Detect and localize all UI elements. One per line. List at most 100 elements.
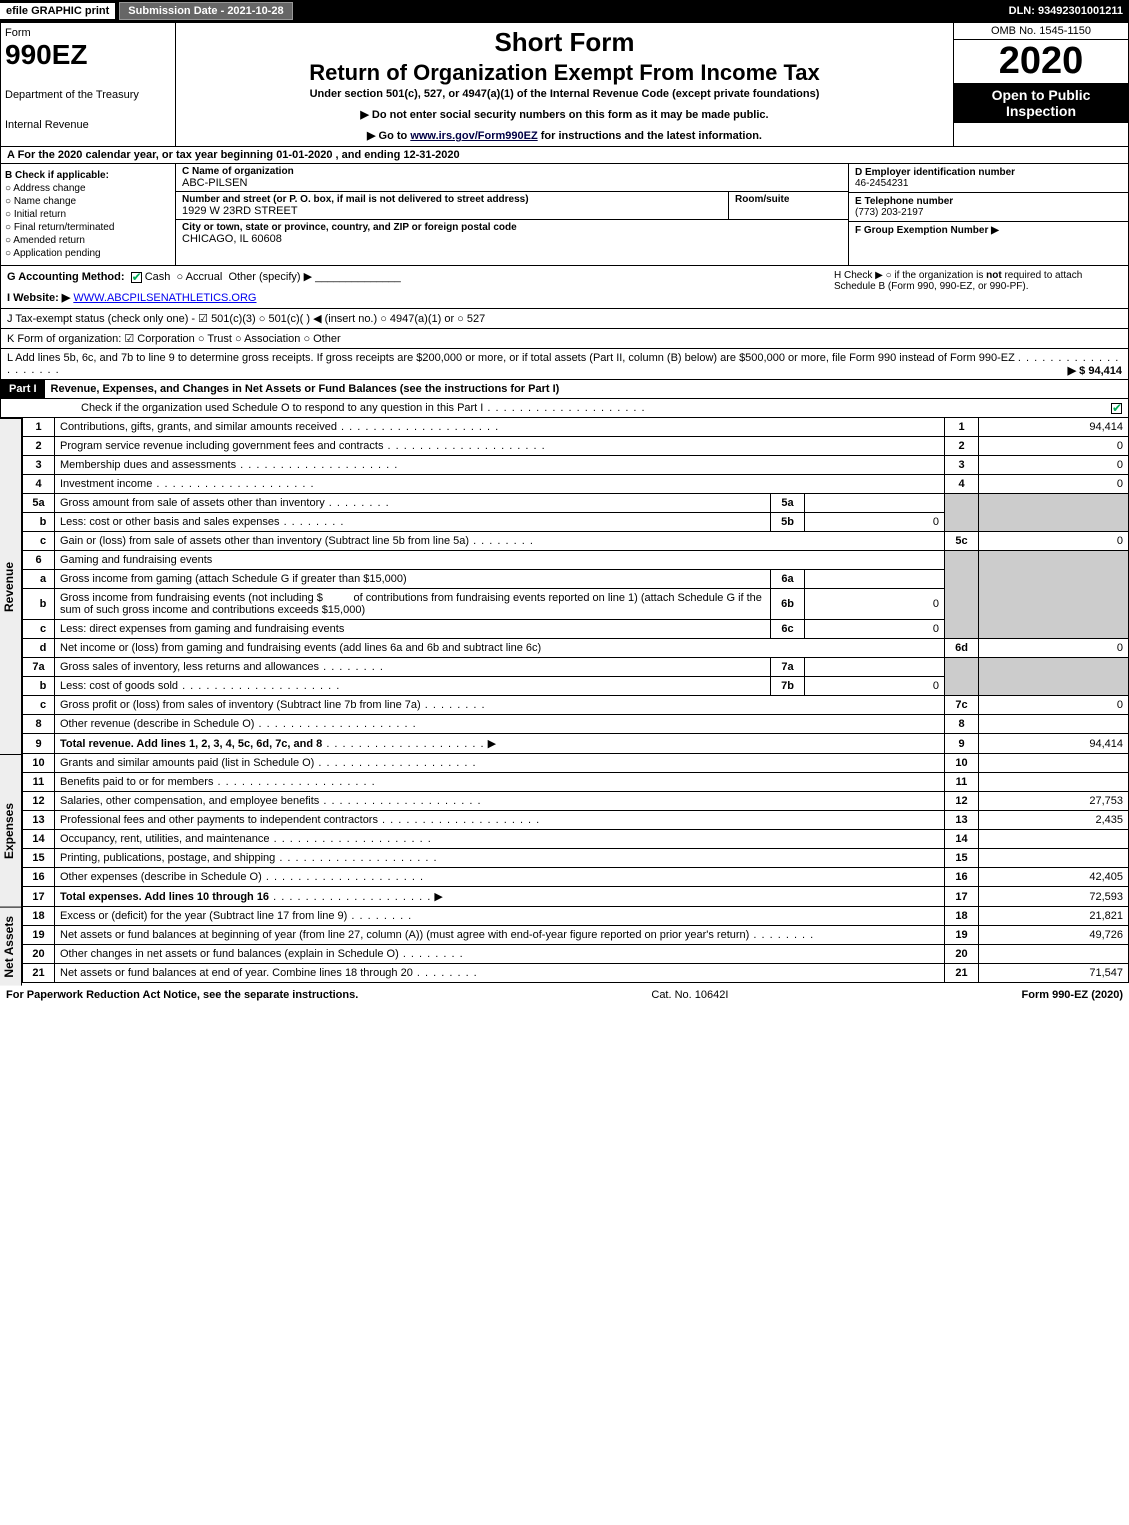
footer-right: Form 990-EZ (2020) xyxy=(1022,989,1123,1001)
i-label: I Website: ▶ xyxy=(7,292,70,304)
ld: Benefits paid to or for members xyxy=(60,776,213,788)
ll: 6d xyxy=(945,639,979,658)
form-number: 990EZ xyxy=(5,39,171,71)
ln: b xyxy=(23,589,55,620)
lv: 27,753 xyxy=(979,792,1129,811)
line-a: A For the 2020 calendar year, or tax yea… xyxy=(0,147,1129,164)
expenses-table: 10Grants and similar amounts paid (list … xyxy=(22,754,1129,907)
ll: 21 xyxy=(945,964,979,983)
ld: Less: cost of goods sold xyxy=(60,680,178,692)
g-other: Other (specify) ▶ xyxy=(228,271,312,283)
lv: 0 xyxy=(979,475,1129,494)
ln: 1 xyxy=(23,418,55,437)
sidebar-expenses: Expenses xyxy=(0,754,22,907)
ld: Net assets or fund balances at end of ye… xyxy=(60,967,413,979)
efile-label[interactable]: efile GRAPHIC print xyxy=(0,3,115,19)
ln: 12 xyxy=(23,792,55,811)
lv: 0 xyxy=(979,696,1129,715)
ld: Salaries, other compensation, and employ… xyxy=(60,795,319,807)
part1-sub: Check if the organization used Schedule … xyxy=(0,399,1129,418)
c-street-row: Number and street (or P. O. box, if mail… xyxy=(176,192,848,220)
lv: 49,726 xyxy=(979,926,1129,945)
iv xyxy=(805,494,945,513)
ln: 16 xyxy=(23,868,55,887)
ll: 14 xyxy=(945,830,979,849)
open-inspection: Open to Public Inspection xyxy=(954,83,1128,123)
ln: 20 xyxy=(23,945,55,964)
ld: Occupancy, rent, utilities, and maintena… xyxy=(60,833,270,845)
lv: 2,435 xyxy=(979,811,1129,830)
sidebar-revenue: Revenue xyxy=(0,418,22,754)
il: 5b xyxy=(771,513,805,532)
part1-chk[interactable] xyxy=(1105,399,1128,417)
ld: Less: direct expenses from gaming and fu… xyxy=(60,623,344,635)
l-text: L Add lines 5b, 6c, and 7b to line 9 to … xyxy=(7,352,1015,364)
e-value: (773) 203-2197 xyxy=(855,207,1122,218)
lv: 0 xyxy=(979,639,1129,658)
footer-mid: Cat. No. 10642I xyxy=(358,989,1021,1001)
c-city-value: CHICAGO, IL 60608 xyxy=(182,233,842,245)
f-row: F Group Exemption Number ▶ xyxy=(849,222,1128,265)
warn-ssn: ▶ Do not enter social security numbers o… xyxy=(184,108,945,121)
e-row: E Telephone number (773) 203-2197 xyxy=(849,193,1128,222)
title-return: Return of Organization Exempt From Incom… xyxy=(184,60,945,86)
ll: 10 xyxy=(945,754,979,773)
ln: c xyxy=(23,620,55,639)
ll: 13 xyxy=(945,811,979,830)
c-street-value: 1929 W 23RD STREET xyxy=(182,205,722,217)
ld: Net assets or fund balances at beginning… xyxy=(60,929,749,941)
chk-name-change[interactable]: Name change xyxy=(5,196,171,207)
ln: b xyxy=(23,677,55,696)
iv xyxy=(805,658,945,677)
ll: 16 xyxy=(945,868,979,887)
part1-label: Part I xyxy=(1,380,45,398)
iv: 0 xyxy=(805,677,945,696)
lv: 21,821 xyxy=(979,907,1129,926)
ld: Investment income xyxy=(60,478,152,490)
ln: d xyxy=(23,639,55,658)
header-right: OMB No. 1545-1150 2020 Open to Public In… xyxy=(953,23,1128,146)
ll: 5c xyxy=(945,532,979,551)
chk-address-change[interactable]: Address change xyxy=(5,183,171,194)
c-name-row: C Name of organization ABC-PILSEN xyxy=(176,164,848,192)
ld: Gross income from gaming (attach Schedul… xyxy=(60,573,407,585)
ll: 12 xyxy=(945,792,979,811)
ln: 11 xyxy=(23,773,55,792)
b-title: B Check if applicable: xyxy=(5,170,171,181)
ll: 17 xyxy=(945,887,979,907)
chk-amended-return[interactable]: Amended return xyxy=(5,235,171,246)
ln: 10 xyxy=(23,754,55,773)
ln: 14 xyxy=(23,830,55,849)
ln: 3 xyxy=(23,456,55,475)
chk-initial-return[interactable]: Initial return xyxy=(5,209,171,220)
h-not: not xyxy=(986,270,1002,281)
ll: 7c xyxy=(945,696,979,715)
k-row: K Form of organization: ☑ Corporation ○ … xyxy=(0,329,1129,349)
ln: 8 xyxy=(23,715,55,734)
ll: 4 xyxy=(945,475,979,494)
ld: Less: cost or other basis and sales expe… xyxy=(60,516,280,528)
ln: 15 xyxy=(23,849,55,868)
revenue-block: Revenue 1Contributions, gifts, grants, a… xyxy=(0,418,1129,754)
ll: 9 xyxy=(945,734,979,754)
chk-cash[interactable] xyxy=(131,272,142,283)
omb-number: OMB No. 1545-1150 xyxy=(954,23,1128,40)
iv: 0 xyxy=(805,589,945,620)
ld: Gross profit or (loss) from sales of inv… xyxy=(60,699,421,711)
section-b: B Check if applicable: Address change Na… xyxy=(1,164,176,265)
i-website-link[interactable]: WWW.ABCPILSENATHLETICS.ORG xyxy=(73,292,256,304)
chk-application-pending[interactable]: Application pending xyxy=(5,248,171,259)
top-bar: efile GRAPHIC print Submission Date - 20… xyxy=(0,0,1129,22)
ld: Other changes in net assets or fund bala… xyxy=(60,948,399,960)
ln: 9 xyxy=(23,734,55,754)
title-short: Short Form xyxy=(184,27,945,58)
ld: Total revenue. Add lines 1, 2, 3, 4, 5c,… xyxy=(60,738,322,750)
ld: Professional fees and other payments to … xyxy=(60,814,378,826)
goto-link[interactable]: www.irs.gov/Form990EZ xyxy=(410,130,537,142)
header-left: Form 990EZ Department of the Treasury In… xyxy=(1,23,176,146)
ll: 8 xyxy=(945,715,979,734)
iv: 0 xyxy=(805,620,945,639)
ll: 3 xyxy=(945,456,979,475)
lv: 0 xyxy=(979,456,1129,475)
chk-final-return[interactable]: Final return/terminated xyxy=(5,222,171,233)
